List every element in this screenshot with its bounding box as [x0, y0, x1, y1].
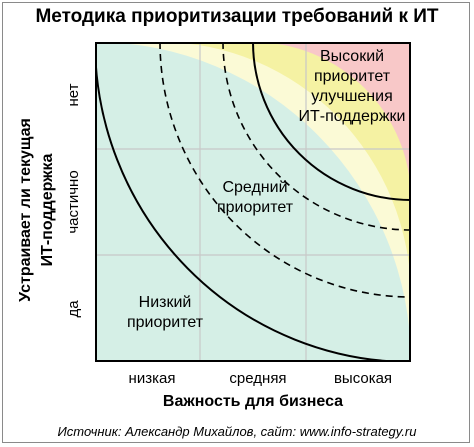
source-note: Источник: Александр Михайлов, сайт: www.…	[57, 424, 417, 439]
x-tick-high: высокая	[333, 370, 393, 387]
dashed-boundary-outer	[159, 42, 411, 298]
priority-matrix	[95, 42, 411, 362]
x-axis-label: Важность для бизнеса	[162, 393, 344, 410]
high-priority-label: Высокий приоритет улучшения ИТ-поддержки	[298, 48, 406, 125]
dashed-boundary-inner	[222, 42, 411, 231]
grid-lines	[95, 42, 411, 362]
y-axis-label-line2: ИТ-поддержка	[39, 153, 56, 266]
diagram-title: Методика приоритизации требований к ИТ	[35, 6, 439, 27]
medium-priority-label: Средний приоритет	[216, 179, 294, 216]
medium-priority-zone	[160, 42, 411, 297]
figure-frame	[2, 2, 470, 443]
light-yellow-zone	[95, 42, 411, 362]
high-boundary-curve	[252, 42, 411, 201]
y-axis-label-line1: Устраивает ли текущая	[17, 118, 34, 302]
y-tick-yes: да	[65, 300, 82, 318]
matrix-border	[95, 42, 411, 362]
y-axis-ticks: нет частично да	[65, 83, 82, 318]
low-boundary-curve	[95, 42, 411, 362]
high-priority-zone	[253, 42, 411, 200]
low-priority-label: Низкий приоритет	[126, 294, 204, 331]
x-tick-medium: средняя	[229, 370, 287, 387]
x-tick-low: низкая	[128, 370, 176, 387]
y-tick-partial: частично	[65, 170, 82, 233]
y-axis-label: Устраивает ли текущая ИТ-поддержка	[2, 40, 62, 380]
y-tick-no: нет	[65, 83, 82, 106]
